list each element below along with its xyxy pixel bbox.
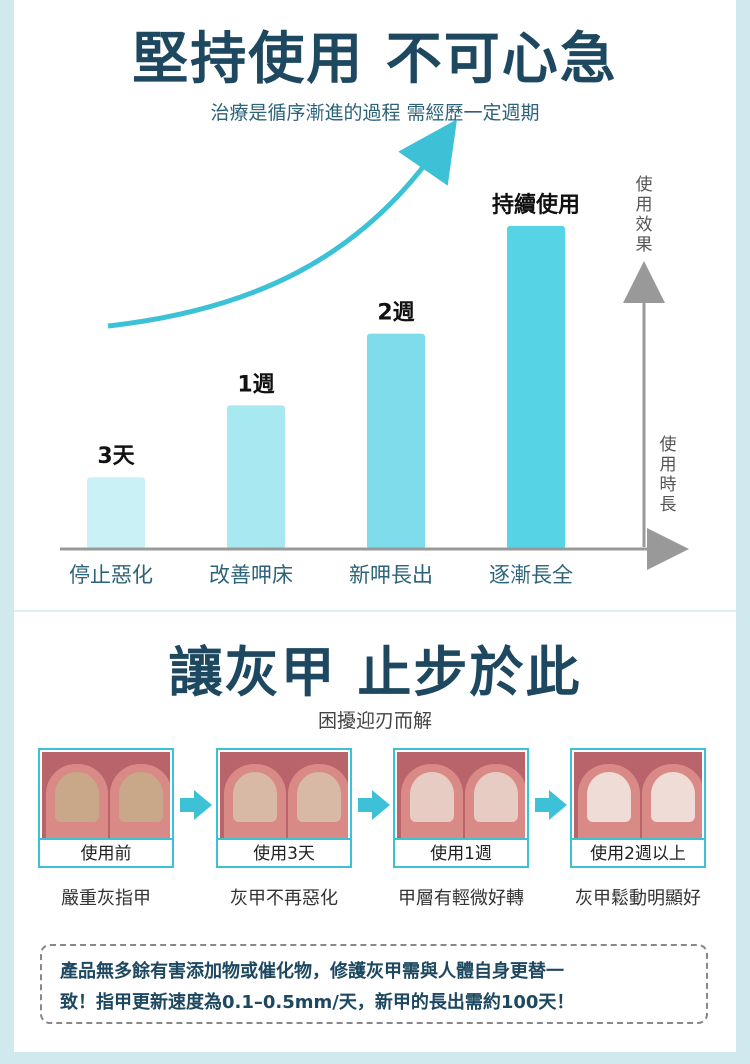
bar-3 (367, 333, 425, 549)
notice-line-1: 產品無多餘有害添加物或催化物，修護灰甲需與人體自身更替一 (60, 961, 564, 982)
stage-description: 灰甲不再惡化 (230, 888, 338, 909)
stage-caption: 使用2週以上 (572, 838, 704, 866)
bar-data-label-4: 持續使用 (492, 192, 580, 218)
stage-photo-2: 使用3天 (216, 748, 352, 868)
page-title: 堅持使用 不可心急 (132, 27, 618, 92)
nail-image (42, 752, 170, 838)
x-tick-label-2: 改善呷床 (209, 563, 293, 587)
stage-caption: 使用1週 (395, 838, 527, 866)
section-title: 讓灰甲 止步於此 (168, 641, 582, 704)
x-axis-label: 使用時長 (660, 434, 677, 515)
x-tick-label-3: 新呷長出 (349, 563, 433, 587)
stage-description: 嚴重灰指甲 (61, 888, 151, 909)
stage-description: 灰甲鬆動明顯好 (575, 888, 701, 909)
stage-photo-4: 使用2週以上 (570, 748, 706, 868)
bar-4 (507, 225, 565, 549)
page-subtitle: 治療是循序漸進的過程 需經歷一定週期 (210, 102, 540, 124)
nail-image (220, 752, 348, 838)
stage-photo-1: 使用前 (38, 748, 174, 868)
bar-data-label-1: 3天 (97, 444, 135, 469)
x-tick-label-1: 停止惡化 (69, 563, 153, 587)
x-tick-label-4: 逐漸長全 (489, 563, 573, 587)
stage-caption: 使用前 (40, 838, 172, 866)
bar-data-label-2: 1週 (237, 372, 274, 397)
nail-image (397, 752, 525, 838)
bar-1 (87, 477, 145, 549)
bar-data-label-3: 2週 (377, 301, 414, 326)
notice-line-2: 致！指甲更新速度為0.1–0.5mm/天，新甲的長出需約100天！ (60, 992, 575, 1013)
stage-description: 甲層有輕微好轉 (398, 888, 524, 909)
y-axis-label: 使用效果 (636, 174, 653, 255)
section-subtitle: 困擾迎刃而解 (317, 710, 432, 732)
trend-curve (107, 119, 458, 329)
notice-box: 產品無多餘有害添加物或催化物，修護灰甲需與人體自身更替一 致！指甲更新速度為0.… (40, 944, 708, 1024)
bar-2 (227, 405, 285, 549)
stage-photo-3: 使用1週 (393, 748, 529, 868)
stage-caption: 使用3天 (218, 838, 350, 866)
nail-image (574, 752, 702, 838)
